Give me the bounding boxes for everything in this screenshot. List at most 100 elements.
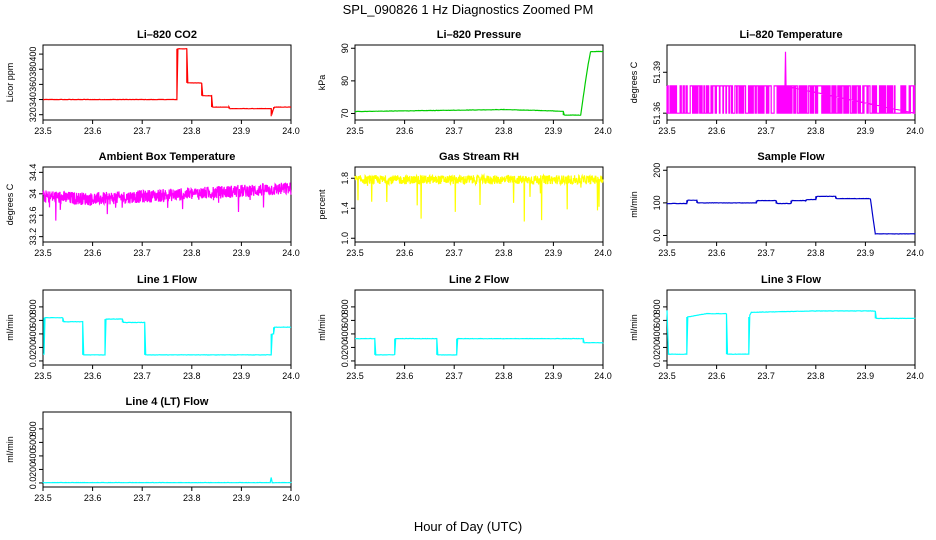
plot-frame (42, 166, 292, 243)
x-tick-label: 23.6 (84, 126, 102, 136)
plot-frame (666, 44, 916, 121)
x-tick-label: 23.8 (807, 371, 825, 381)
x-tick-label: 23.7 (133, 126, 151, 136)
x-tick-label: 23.7 (445, 248, 463, 258)
panel-8: Line 3 Flow 23.5 23.6 23.7 23.8 23.9 24.0 0.020… (629, 274, 924, 381)
x-tick-label: 23.6 (84, 493, 102, 503)
x-tick-label: 23.5 (34, 371, 52, 381)
x-tick-label: 23.7 (445, 126, 463, 136)
y-tick-label: 200 (652, 340, 662, 355)
x-tick-label: 23.9 (857, 371, 875, 381)
y-tick-label: 600 (28, 435, 38, 450)
panel-title: Line 2 Flow (449, 274, 509, 286)
y-tick-label: 1.8 (340, 172, 350, 185)
y-tick-label: 400 (340, 326, 350, 341)
x-tick-label: 23.9 (233, 493, 251, 503)
y-tick-label: 0.0 (652, 355, 662, 368)
y-tick-label: 400 (652, 326, 662, 341)
x-tick-label: 24.0 (282, 248, 300, 258)
x-tick-label: 23.6 (396, 248, 414, 258)
plot-frame (354, 166, 604, 243)
x-tick-label: 23.5 (34, 493, 52, 503)
x-tick-label: 23.9 (545, 126, 563, 136)
panel-6: Line 1 Flow 23.5 23.6 23.7 23.8 23.9 24.0 0.020… (5, 274, 300, 381)
panel-title: Line 3 Flow (761, 274, 821, 286)
y-tick-label: 600 (340, 313, 350, 328)
y-tick-label: 33.2 (28, 228, 38, 246)
y-tick-label: 800 (652, 299, 662, 314)
panel-5: Sample Flow 23.5 23.6 23.7 23.8 23.9 24.0 0.0 10… (629, 151, 924, 258)
plot-frame (42, 411, 292, 488)
y-axis-label: ml/min (317, 314, 327, 341)
y-tick-label: 34.4 (28, 164, 38, 182)
x-tick-label: 23.7 (445, 371, 463, 381)
panel-4: Gas Stream RH 23.5 23.6 23.7 23.8 23.9 24.0 1.0… (317, 151, 612, 258)
x-tick-label: 23.7 (757, 248, 775, 258)
y-tick-label: 360 (28, 77, 38, 92)
y-tick-label: 80 (340, 76, 350, 86)
y-tick-label: 200 (28, 462, 38, 477)
x-tick-label: 23.9 (545, 371, 563, 381)
x-tick-label: 24.0 (282, 371, 300, 381)
figure-xlabel: Hour of Day (UTC) (414, 519, 522, 534)
series-line (42, 477, 292, 484)
panel-title: Line 1 Flow (137, 274, 197, 286)
y-axis-label: ml/min (5, 314, 15, 341)
y-tick-label: 200 (340, 340, 350, 355)
y-tick-label: 800 (28, 299, 38, 314)
x-tick-label: 24.0 (906, 248, 924, 258)
y-axis-label: ml/min (629, 314, 639, 341)
x-tick-label: 23.8 (807, 248, 825, 258)
x-tick-label: 23.5 (34, 248, 52, 258)
x-tick-label: 23.8 (495, 248, 513, 258)
y-tick-label: 1.4 (340, 202, 350, 215)
plot-frame (42, 289, 292, 366)
y-tick-label: 200 (28, 340, 38, 355)
y-axis-label: ml/min (629, 191, 639, 218)
y-tick-label: 800 (340, 299, 350, 314)
y-tick-label: 340 (28, 92, 38, 107)
x-tick-label: 23.6 (708, 126, 726, 136)
x-tick-label: 23.6 (708, 371, 726, 381)
series-line (666, 195, 916, 235)
x-tick-label: 23.8 (183, 493, 201, 503)
figure-title: SPL_090826 1 Hz Diagnostics Zoomed PM (343, 2, 594, 17)
y-tick-label: 100 (652, 195, 662, 210)
y-tick-label: 34 (28, 189, 38, 199)
y-tick-label: 70 (340, 108, 350, 118)
x-tick-label: 24.0 (282, 493, 300, 503)
x-tick-label: 24.0 (282, 126, 300, 136)
y-tick-label: 600 (652, 313, 662, 328)
plot-frame (354, 44, 604, 121)
x-tick-label: 24.0 (906, 371, 924, 381)
y-axis-label: percent (317, 189, 327, 220)
series-line (43, 316, 292, 356)
y-tick-label: 400 (28, 47, 38, 62)
series-line (42, 182, 292, 221)
y-tick-label: 380 (28, 62, 38, 77)
panel-7: Line 2 Flow 23.5 23.6 23.7 23.8 23.9 24.0 0.020… (317, 274, 612, 381)
x-tick-label: 23.7 (757, 371, 775, 381)
x-tick-label: 23.8 (807, 126, 825, 136)
panel-0: Li–820 CO2 23.5 23.6 23.7 23.8 23.9 24.0 320340… (5, 29, 300, 136)
plot-frame (42, 44, 292, 121)
plot-frame (666, 289, 916, 366)
x-tick-label: 23.5 (346, 126, 364, 136)
x-tick-label: 23.5 (34, 126, 52, 136)
panel-title: Li–820 Pressure (437, 29, 521, 41)
x-tick-label: 23.7 (133, 248, 151, 258)
y-tick-label: 0.0 (340, 355, 350, 368)
y-tick-label: 51.39 (652, 61, 662, 84)
panel-title: Li–820 Temperature (739, 29, 842, 41)
y-tick-label: 90 (340, 43, 350, 53)
plot-frame (354, 289, 604, 366)
panel-title: Sample Flow (757, 151, 825, 163)
series-line (354, 50, 604, 116)
x-tick-label: 24.0 (906, 126, 924, 136)
y-tick-label: 51.36 (652, 102, 662, 125)
series-line (42, 47, 291, 117)
x-tick-label: 23.9 (233, 248, 251, 258)
x-tick-label: 23.9 (545, 248, 563, 258)
x-tick-label: 23.5 (346, 371, 364, 381)
